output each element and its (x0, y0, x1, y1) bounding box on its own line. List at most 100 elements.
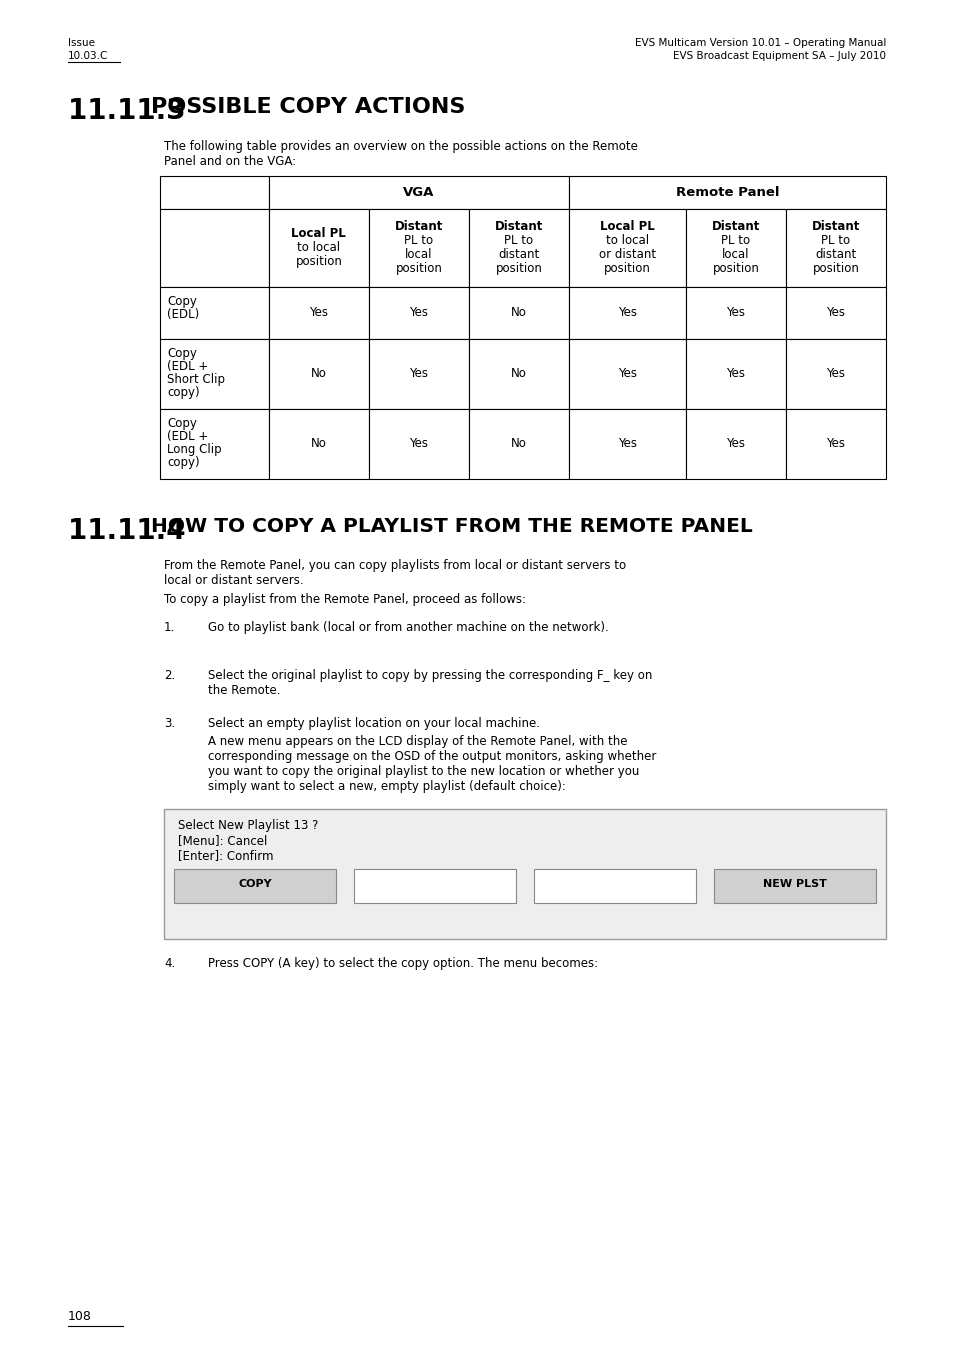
Text: Go to playlist bank (local or from another machine on the network).: Go to playlist bank (local or from anoth… (208, 621, 608, 634)
Bar (785, 209, 885, 288)
Text: Yes: Yes (825, 306, 844, 319)
Bar (369, 409, 469, 479)
Bar (569, 288, 685, 339)
Bar (569, 339, 685, 409)
Bar (469, 288, 569, 339)
Text: [Enter]: Confirm: [Enter]: Confirm (178, 849, 274, 863)
Text: Yes: Yes (409, 437, 428, 450)
Text: (EDL +: (EDL + (167, 360, 208, 373)
Text: POSSIBLE COPY ACTIONS: POSSIBLE COPY ACTIONS (151, 97, 465, 117)
Text: (EDL): (EDL) (167, 308, 199, 321)
Bar (369, 288, 469, 339)
Text: 4.: 4. (164, 957, 175, 971)
Text: position: position (603, 262, 650, 275)
Text: Yes: Yes (725, 437, 744, 450)
Bar (160, 176, 269, 209)
Text: EVS Broadcast Equipment SA – July 2010: EVS Broadcast Equipment SA – July 2010 (672, 51, 885, 61)
Bar (713, 869, 875, 903)
Text: Yes: Yes (725, 306, 744, 319)
Text: Press COPY (A key) to select the copy option. The menu becomes:: Press COPY (A key) to select the copy op… (208, 957, 598, 971)
Text: Select an empty playlist location on your local machine.: Select an empty playlist location on you… (208, 717, 539, 730)
Text: Long Clip: Long Clip (167, 443, 221, 456)
Text: 108: 108 (68, 1310, 91, 1323)
Bar (160, 288, 269, 339)
Text: Short Clip: Short Clip (167, 373, 225, 386)
Text: (EDL +: (EDL + (167, 431, 208, 443)
Text: COPY: COPY (238, 879, 272, 890)
Text: position: position (712, 262, 759, 275)
Text: Yes: Yes (309, 306, 328, 319)
Text: copy): copy) (167, 456, 199, 468)
Text: [Menu]: Cancel: [Menu]: Cancel (178, 834, 267, 846)
Text: 1.: 1. (164, 621, 175, 634)
Text: position: position (395, 262, 442, 275)
Bar (785, 288, 885, 339)
Text: position: position (295, 255, 342, 269)
Bar (469, 409, 569, 479)
Text: Yes: Yes (409, 367, 428, 379)
Text: local: local (721, 248, 749, 261)
Text: Distant: Distant (395, 220, 443, 234)
Bar (164, 809, 885, 940)
Text: PL to: PL to (404, 234, 433, 247)
Text: 10.03.C: 10.03.C (68, 51, 109, 61)
Bar (685, 288, 785, 339)
Text: PL to: PL to (504, 234, 533, 247)
Text: 3.: 3. (164, 717, 175, 730)
Text: to local: to local (605, 234, 648, 247)
Text: Yes: Yes (618, 437, 637, 450)
Text: Distant: Distant (711, 220, 760, 234)
Text: local or distant servers.: local or distant servers. (164, 574, 303, 587)
Bar (569, 209, 685, 288)
Text: VGA: VGA (403, 185, 435, 198)
Bar (354, 869, 516, 903)
Bar (369, 209, 469, 288)
Text: Yes: Yes (618, 367, 637, 379)
Text: corresponding message on the OSD of the output monitors, asking whether: corresponding message on the OSD of the … (208, 751, 656, 763)
Text: A new menu appears on the LCD display of the Remote Panel, with the: A new menu appears on the LCD display of… (208, 734, 627, 748)
Text: you want to copy the original playlist to the new location or whether you: you want to copy the original playlist t… (208, 765, 639, 778)
Text: position: position (812, 262, 859, 275)
Text: copy): copy) (167, 386, 199, 400)
Text: Distant: Distant (811, 220, 860, 234)
Bar (785, 409, 885, 479)
Bar (569, 176, 885, 209)
Bar (785, 339, 885, 409)
Bar (269, 339, 369, 409)
Text: distant: distant (815, 248, 856, 261)
Text: position: position (496, 262, 542, 275)
Text: Copy: Copy (167, 417, 196, 431)
Text: Yes: Yes (409, 306, 428, 319)
Bar (173, 869, 335, 903)
Bar (534, 869, 696, 903)
Bar (369, 339, 469, 409)
Text: simply want to select a new, empty playlist (default choice):: simply want to select a new, empty playl… (208, 780, 565, 792)
Text: 2.: 2. (164, 670, 175, 682)
Text: No: No (511, 437, 526, 450)
Bar (469, 339, 569, 409)
Text: EVS Multicam Version 10.01 – Operating Manual: EVS Multicam Version 10.01 – Operating M… (634, 38, 885, 49)
Text: The following table provides an overview on the possible actions on the Remote: The following table provides an overview… (164, 140, 638, 153)
Text: HOW TO COPY A PLAYLIST FROM THE REMOTE PANEL: HOW TO COPY A PLAYLIST FROM THE REMOTE P… (151, 517, 752, 536)
Bar (685, 209, 785, 288)
Text: Remote Panel: Remote Panel (675, 185, 779, 198)
Text: Yes: Yes (825, 367, 844, 379)
Text: Local PL: Local PL (599, 220, 654, 234)
Text: the Remote.: the Remote. (208, 684, 280, 697)
Bar (269, 409, 369, 479)
Text: From the Remote Panel, you can copy playlists from local or distant servers to: From the Remote Panel, you can copy play… (164, 559, 625, 572)
Bar (685, 339, 785, 409)
Text: Yes: Yes (618, 306, 637, 319)
Text: PL to: PL to (720, 234, 750, 247)
Text: or distant: or distant (598, 248, 656, 261)
Text: No: No (511, 306, 526, 319)
Text: Panel and on the VGA:: Panel and on the VGA: (164, 155, 295, 167)
Text: Issue: Issue (68, 38, 95, 49)
Text: 11.11.4: 11.11.4 (68, 517, 195, 545)
Text: No: No (311, 367, 327, 379)
Text: Select the original playlist to copy by pressing the corresponding F_ key on: Select the original playlist to copy by … (208, 670, 652, 682)
Bar (269, 209, 369, 288)
Text: To copy a playlist from the Remote Panel, proceed as follows:: To copy a playlist from the Remote Panel… (164, 593, 525, 606)
Text: Local PL: Local PL (292, 227, 346, 240)
Text: Select New Playlist 13 ?: Select New Playlist 13 ? (178, 819, 318, 832)
